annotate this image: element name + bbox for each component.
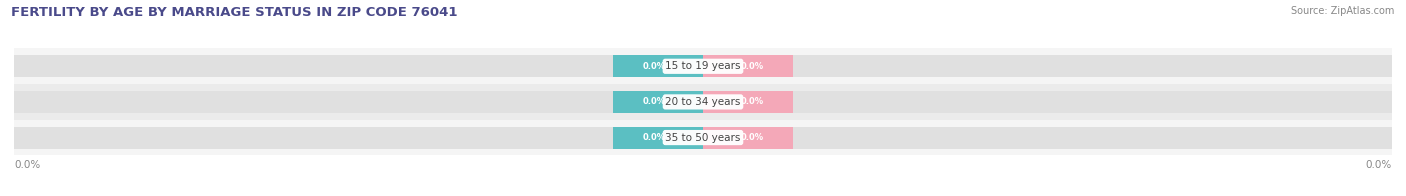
Bar <box>613 126 703 149</box>
Bar <box>14 91 1392 113</box>
Bar <box>14 55 1392 77</box>
Text: 0.0%: 0.0% <box>741 62 763 71</box>
Bar <box>703 126 793 149</box>
Text: 0.0%: 0.0% <box>14 160 41 170</box>
Bar <box>14 48 1392 84</box>
Text: 35 to 50 years: 35 to 50 years <box>665 132 741 142</box>
Text: 0.0%: 0.0% <box>643 133 665 142</box>
Text: 0.0%: 0.0% <box>741 97 763 106</box>
Text: FERTILITY BY AGE BY MARRIAGE STATUS IN ZIP CODE 76041: FERTILITY BY AGE BY MARRIAGE STATUS IN Z… <box>11 6 458 19</box>
Bar <box>703 55 793 77</box>
Text: 20 to 34 years: 20 to 34 years <box>665 97 741 107</box>
Text: Source: ZipAtlas.com: Source: ZipAtlas.com <box>1291 6 1395 16</box>
Bar <box>613 91 703 113</box>
Bar <box>14 120 1392 155</box>
Bar <box>703 91 793 113</box>
Text: 0.0%: 0.0% <box>741 133 763 142</box>
Text: 0.0%: 0.0% <box>643 62 665 71</box>
Text: 15 to 19 years: 15 to 19 years <box>665 61 741 71</box>
Text: 0.0%: 0.0% <box>643 97 665 106</box>
Bar <box>14 126 1392 149</box>
Bar <box>14 84 1392 120</box>
Text: 0.0%: 0.0% <box>1365 160 1392 170</box>
Bar <box>613 55 703 77</box>
